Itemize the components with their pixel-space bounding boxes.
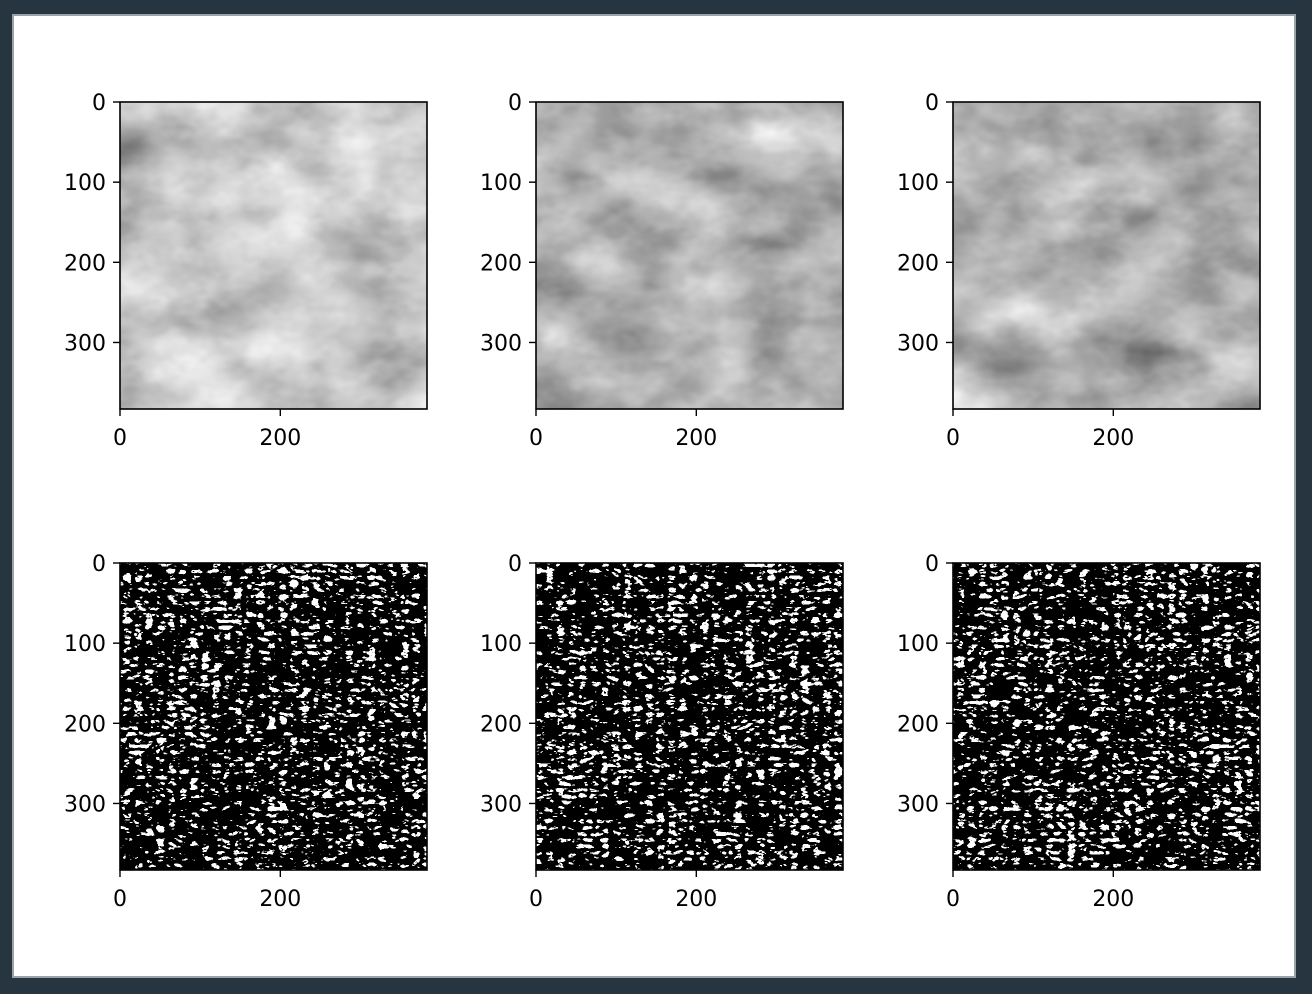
image-panel-2-2: 0 200 0 100 200 300 bbox=[480, 552, 844, 912]
x-tick-label: 0 bbox=[113, 426, 127, 451]
axes-frame bbox=[952, 101, 1261, 410]
y-tick-label: 0 bbox=[508, 552, 522, 577]
x-tick-label: 200 bbox=[675, 426, 717, 451]
image-panel-1-1: 0 200 0 100 200 300 bbox=[64, 91, 428, 451]
y-tick-label: 300 bbox=[897, 792, 939, 817]
y-tick-label: 300 bbox=[480, 792, 522, 817]
x-tick-label: 0 bbox=[946, 887, 960, 912]
y-tick-label: 0 bbox=[925, 91, 939, 116]
y-tick-label: 300 bbox=[480, 331, 522, 356]
grayscale-photo-image bbox=[120, 102, 427, 409]
y-tick-label: 200 bbox=[897, 712, 939, 737]
axes-frame bbox=[119, 562, 428, 871]
y-tick-label: 0 bbox=[925, 552, 939, 577]
y-tick-label: 200 bbox=[64, 712, 106, 737]
y-tick-label: 100 bbox=[897, 171, 939, 196]
axes-frame bbox=[535, 101, 844, 410]
y-tick-label: 300 bbox=[64, 792, 106, 817]
x-tick-label: 0 bbox=[529, 426, 543, 451]
y-tick-label: 0 bbox=[92, 552, 106, 577]
image-panel-2-1: 0 200 0 100 200 300 bbox=[64, 552, 428, 912]
image-panel-1-3: 0 200 0 100 200 300 bbox=[897, 91, 1261, 451]
y-tick-label: 0 bbox=[92, 91, 106, 116]
y-tick-label: 300 bbox=[897, 331, 939, 356]
x-tick-label: 200 bbox=[1092, 887, 1134, 912]
y-tick-label: 200 bbox=[480, 251, 522, 276]
axes-frame bbox=[952, 562, 1261, 871]
x-tick-label: 0 bbox=[113, 887, 127, 912]
grayscale-photo-image bbox=[953, 102, 1260, 409]
x-tick-label: 200 bbox=[259, 426, 301, 451]
axes-frame bbox=[119, 101, 428, 410]
binary-texture-image bbox=[536, 563, 843, 870]
image-panel-1-2: 0 200 0 100 200 300 bbox=[480, 91, 844, 451]
x-tick-label: 200 bbox=[675, 887, 717, 912]
image-panel-2-3: 0 200 0 100 200 300 bbox=[897, 552, 1261, 912]
y-tick-label: 100 bbox=[64, 171, 106, 196]
y-tick-label: 300 bbox=[64, 331, 106, 356]
y-tick-label: 200 bbox=[64, 251, 106, 276]
y-tick-label: 200 bbox=[480, 712, 522, 737]
y-tick-label: 0 bbox=[508, 91, 522, 116]
grayscale-photo-image bbox=[536, 102, 843, 409]
axes-frame bbox=[535, 562, 844, 871]
x-tick-label: 0 bbox=[529, 887, 543, 912]
binary-texture-image bbox=[953, 563, 1260, 870]
x-tick-label: 200 bbox=[1092, 426, 1134, 451]
x-tick-label: 200 bbox=[259, 887, 301, 912]
y-tick-label: 100 bbox=[480, 171, 522, 196]
binary-texture-image bbox=[120, 563, 427, 870]
x-tick-label: 0 bbox=[946, 426, 960, 451]
y-tick-label: 100 bbox=[897, 632, 939, 657]
y-tick-label: 100 bbox=[64, 632, 106, 657]
y-tick-label: 200 bbox=[897, 251, 939, 276]
y-tick-label: 100 bbox=[480, 632, 522, 657]
